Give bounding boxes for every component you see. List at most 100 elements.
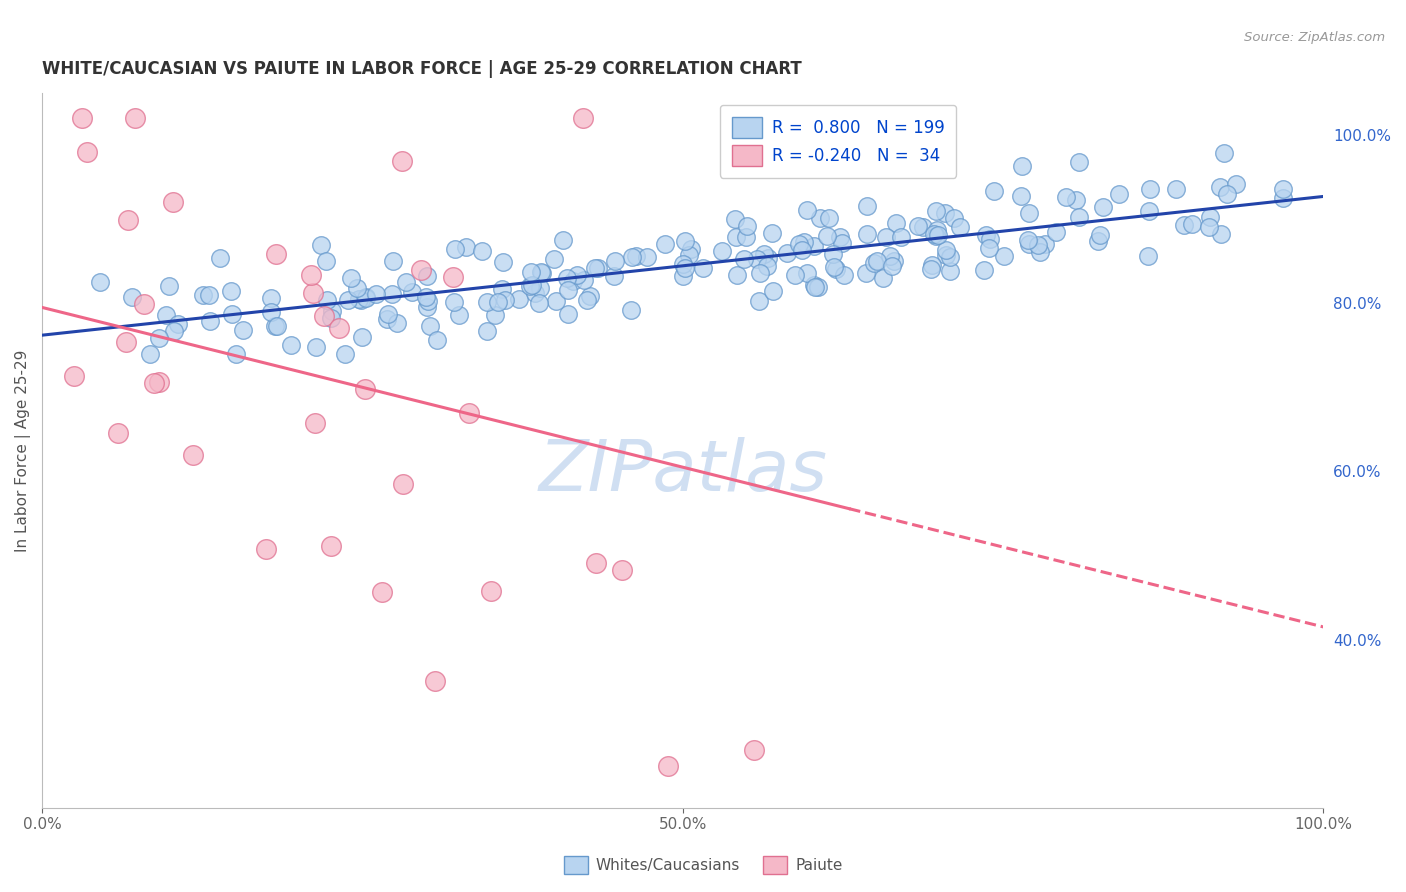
Point — [825, 262, 848, 277]
Point — [585, 556, 607, 570]
Point — [807, 280, 830, 294]
Point — [620, 303, 643, 318]
Point — [574, 273, 596, 287]
Point — [354, 291, 377, 305]
Point — [309, 238, 332, 252]
Point — [1011, 160, 1033, 174]
Point — [979, 232, 1001, 246]
Point — [866, 254, 889, 268]
Point — [458, 406, 481, 420]
Point — [603, 254, 626, 268]
Point — [1029, 244, 1052, 259]
Point — [935, 244, 957, 258]
Point — [603, 269, 626, 284]
Point — [872, 271, 894, 285]
Point — [163, 324, 186, 338]
Point — [191, 287, 214, 301]
Point — [1045, 225, 1067, 239]
Point — [197, 288, 219, 302]
Point — [321, 303, 343, 318]
Point — [260, 291, 283, 305]
Point — [200, 313, 222, 327]
Point — [733, 252, 755, 267]
Point — [678, 248, 700, 262]
Point — [1271, 182, 1294, 196]
Point — [1225, 178, 1247, 192]
Point — [862, 256, 884, 270]
Point — [232, 323, 254, 337]
Point — [565, 268, 588, 282]
Point — [354, 290, 377, 304]
Point — [1137, 204, 1160, 219]
Point — [449, 308, 471, 322]
Point — [939, 263, 962, 277]
Point — [756, 259, 779, 273]
Point — [803, 278, 825, 293]
Point — [911, 219, 934, 234]
Point — [831, 235, 853, 250]
Point — [1067, 210, 1090, 224]
Point — [321, 539, 343, 553]
Point — [748, 293, 770, 308]
Point — [735, 219, 758, 234]
Point — [366, 287, 388, 301]
Point — [636, 250, 658, 264]
Point — [471, 244, 494, 258]
Point — [935, 248, 957, 262]
Point — [555, 271, 578, 285]
Point — [530, 265, 553, 279]
Point — [124, 112, 146, 126]
Point — [524, 286, 547, 301]
Point — [375, 311, 398, 326]
Point — [1017, 233, 1039, 247]
Point — [381, 287, 404, 301]
Point — [167, 318, 190, 332]
Point — [520, 265, 543, 279]
Point — [922, 227, 945, 242]
Point — [370, 585, 392, 599]
Point — [884, 216, 907, 230]
Point — [477, 325, 499, 339]
Point — [264, 318, 287, 333]
Point — [620, 250, 643, 264]
Point — [1216, 186, 1239, 201]
Point — [783, 268, 806, 282]
Point — [823, 260, 845, 274]
Point — [725, 268, 748, 282]
Point — [934, 205, 956, 219]
Point — [803, 239, 825, 253]
Point — [350, 293, 373, 307]
Point — [423, 674, 446, 689]
Point — [1198, 219, 1220, 234]
Point — [415, 268, 437, 283]
Point — [530, 266, 553, 280]
Point — [1213, 145, 1236, 160]
Point — [748, 266, 770, 280]
Point — [520, 278, 543, 293]
Point — [117, 213, 139, 227]
Point — [312, 309, 335, 323]
Point — [1054, 190, 1077, 204]
Point — [571, 112, 593, 126]
Point — [260, 305, 283, 319]
Point — [723, 212, 745, 227]
Point — [1136, 249, 1159, 263]
Point — [454, 240, 477, 254]
Point — [579, 288, 602, 302]
Point — [377, 307, 399, 321]
Point — [921, 258, 943, 272]
Point — [382, 254, 405, 268]
Point — [527, 296, 550, 310]
Point — [401, 285, 423, 299]
Point — [107, 425, 129, 440]
Point — [148, 376, 170, 390]
Point — [821, 247, 844, 261]
Point — [280, 338, 302, 352]
Point — [754, 247, 776, 261]
Point — [221, 307, 243, 321]
Point — [610, 563, 633, 577]
Point — [776, 246, 799, 260]
Point — [725, 230, 748, 244]
Point — [219, 284, 242, 298]
Point — [761, 226, 783, 240]
